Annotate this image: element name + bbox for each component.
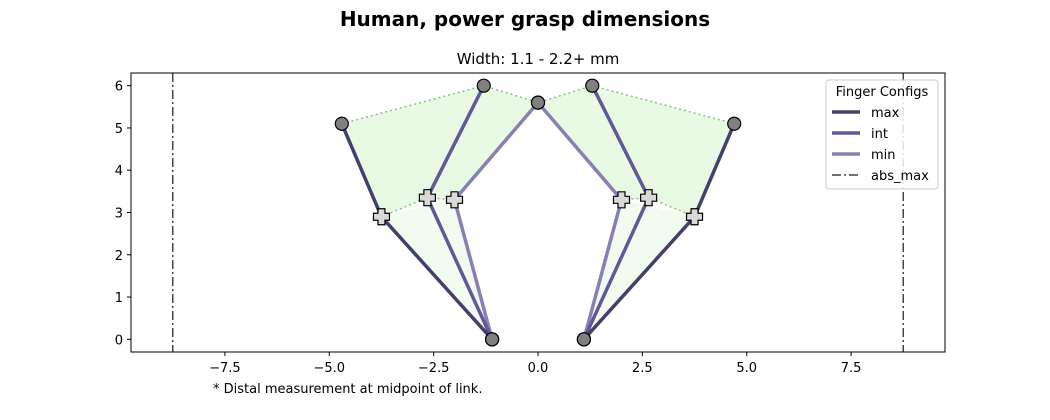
mid-joint-marker [418,189,436,207]
axes-frame [130,72,946,353]
mid-joint-marker [612,191,631,209]
base-joint-marker [484,332,500,347]
y-tick-label: 6 [115,80,123,95]
legend-title: Finger Configs [836,85,929,100]
y-tick-label: 4 [115,164,123,179]
legend-label-min: min [871,148,896,163]
mid-joint-marker [640,189,658,207]
proximal-fill-region [381,199,493,340]
x-tick-label: −5.0 [313,361,345,376]
base-joint-marker [576,332,592,347]
fingertip-marker [530,95,546,110]
fingertip-marker [585,78,600,93]
chart-title: Width: 1.1 - 2.2+ mm [457,50,620,68]
proximal-fill-region [583,199,695,340]
x-tick-label: −2.5 [418,361,450,376]
legend-label-abs_max: abs_max [871,169,929,184]
x-tick-label: −7.5 [209,361,241,376]
midjoint-envelope-line [621,196,695,218]
mid-joint-marker [685,208,704,226]
y-tick-label: 0 [115,333,123,348]
midjoint-envelope-line [381,196,455,218]
y-tick-label: 2 [115,249,123,264]
mid-joint-marker [445,191,464,209]
legend-label-int: int [871,127,888,142]
mid-joint-marker [372,208,391,226]
x-tick-label: 2.5 [632,361,653,376]
y-tick-label: 5 [115,122,123,137]
plot-area: −7.5 −5.0 −2.5 0.0 2.5 5.0 7.5 0 1 2 3 4 5 6 Finger Co… [115,72,946,376]
distal-fill-region [538,85,735,217]
footnote: * Distal measurement at midpoint of link… [213,382,482,397]
distal-fill-region [341,85,538,217]
legend-label-max: max [871,106,900,121]
x-tick-label: 7.5 [841,361,862,376]
y-tick-label: 1 [115,291,123,306]
fingertip-marker [727,116,742,131]
figure-title: Human, power grasp dimensions [340,7,710,31]
x-tick-label: 0.0 [528,361,549,376]
legend: Finger Configs max int min abs_max [825,79,939,190]
legend-box [825,79,939,190]
y-tick-label: 3 [115,207,123,222]
x-tick-label: 5.0 [736,361,757,376]
fingertip-marker [476,78,491,93]
fingertip-marker [334,116,349,131]
